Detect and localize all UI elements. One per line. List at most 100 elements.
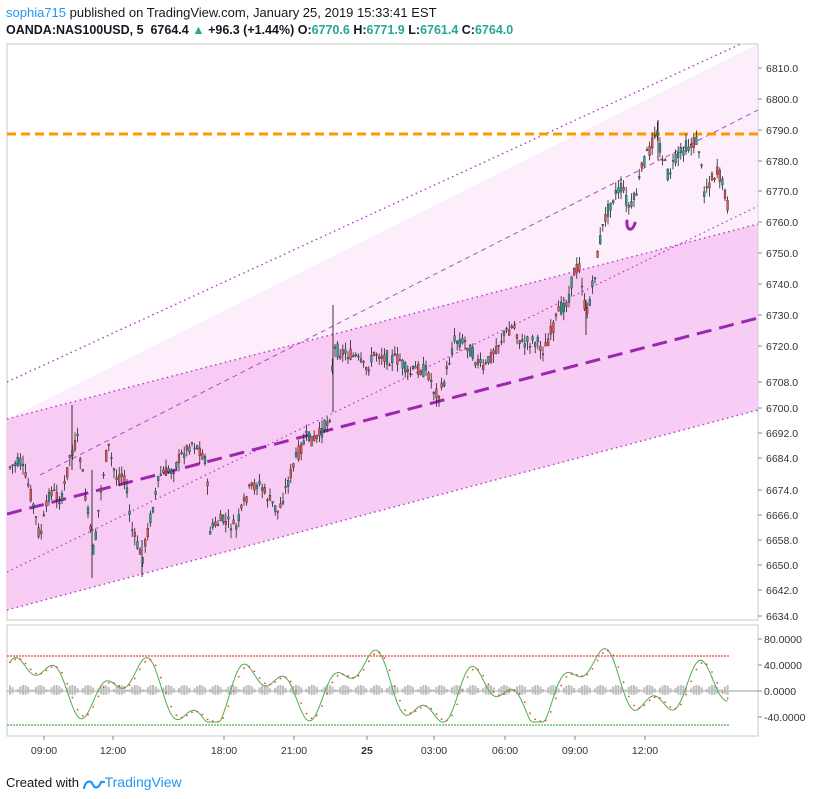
oscillator-axis[interactable]: 80.0000 40.0000 0.0000 -40.0000 <box>758 634 806 724</box>
close-value: 6764.0 <box>474 23 514 37</box>
osc-slow-dot <box>409 712 412 715</box>
osc-slow-dot <box>102 686 105 689</box>
osc-slow-dot <box>482 674 485 677</box>
osc-slow-dot <box>24 662 27 665</box>
candle-body <box>11 464 14 467</box>
osc-slow-dot <box>341 673 344 676</box>
candle-body <box>40 530 43 534</box>
candle-body <box>79 458 82 462</box>
candle-body <box>157 476 160 481</box>
candle-body <box>567 294 571 303</box>
time-tick-label: 06:00 <box>492 745 518 757</box>
candle-body <box>203 455 207 464</box>
osc-slow-dot <box>575 674 578 676</box>
candle-body <box>669 172 672 175</box>
channel-drawings[interactable] <box>7 36 758 611</box>
candle-body <box>456 340 459 344</box>
osc-slow-dot <box>367 660 370 663</box>
price-tick-label: 6684.0 <box>766 453 798 465</box>
osc-slow-dot <box>331 681 334 684</box>
candle-body <box>679 147 682 153</box>
osc-slow-dot <box>133 677 136 680</box>
candle-body <box>536 336 539 342</box>
author-link[interactable]: sophia715 <box>6 5 66 20</box>
candle-body <box>404 362 407 373</box>
candle-body <box>476 359 480 365</box>
candle-body <box>268 495 272 501</box>
candle-body <box>154 491 157 495</box>
candle-body <box>287 479 290 487</box>
osc-slow-dot <box>237 675 240 678</box>
publish-text: published on TradingView.com, January 25… <box>69 5 437 20</box>
price-tick-label: 6750.0 <box>766 248 798 260</box>
candle-body <box>274 505 277 512</box>
candle-body <box>8 466 12 469</box>
channel-median-line[interactable] <box>7 316 758 516</box>
candle-body <box>183 453 186 459</box>
osc-slow-dot <box>19 658 22 661</box>
candle-body <box>521 339 524 342</box>
candle-body <box>115 477 118 481</box>
candle-body <box>518 340 521 344</box>
time-tick-label: 12:00 <box>632 745 658 757</box>
tradingview-brand[interactable]: TradingView <box>104 774 182 790</box>
symbol-name[interactable]: OANDA:NAS100USD, 5 <box>6 23 144 37</box>
osc-slow-dot <box>357 674 360 677</box>
candle-body <box>318 428 321 436</box>
candle-body <box>34 516 38 518</box>
candle-body <box>32 503 35 508</box>
osc-slow-dot <box>248 665 251 668</box>
candle-body <box>128 510 131 515</box>
candle-body <box>658 143 662 153</box>
osc-slow-dot <box>87 713 89 716</box>
osc-slow-dot <box>362 668 365 671</box>
middle-channel-line[interactable] <box>7 205 758 573</box>
price-axis[interactable]: 6810.0 6800.0 6790.0 6780.0 6770.0 6760.0 6750… <box>758 63 798 623</box>
footer: Created with TradingView <box>6 774 182 791</box>
candle-body <box>105 450 108 462</box>
osc-slow-dot <box>700 662 703 665</box>
candle-body <box>47 492 51 502</box>
time-tick-label: 09:00 <box>562 745 588 757</box>
oscillator-pane[interactable] <box>6 624 759 737</box>
osc-slow-dot <box>404 709 407 712</box>
candle-body <box>224 521 227 525</box>
candle-body <box>599 235 602 244</box>
candle-body <box>86 507 90 515</box>
candle-body <box>614 189 617 194</box>
osc-slow-dot <box>40 672 43 675</box>
time-tick-label: 21:00 <box>281 745 307 757</box>
osc-slow-dot <box>305 712 308 715</box>
candle-body <box>450 348 454 354</box>
candle-body <box>297 445 300 460</box>
candle-body <box>427 372 430 380</box>
candle-body <box>99 487 103 493</box>
candle-body <box>684 140 688 152</box>
price-tick-label: 6692.0 <box>766 428 798 440</box>
osc-slow-dot <box>258 677 261 679</box>
price-tick-label: 6800.0 <box>766 94 798 106</box>
up-arrow-icon: ▲ <box>192 23 205 37</box>
candle-body <box>482 365 485 370</box>
candles <box>8 120 729 578</box>
time-axis[interactable]: 09:00 12:00 18:00 21:00 25 03:00 06:00 09:00 12:… <box>31 736 658 757</box>
candle-body <box>541 353 545 356</box>
candle-body <box>723 190 727 199</box>
candle-body <box>497 345 500 347</box>
candle-body <box>575 263 578 273</box>
osc-slow-dot <box>383 657 386 659</box>
candle-body <box>242 497 246 501</box>
candle-body <box>612 200 615 203</box>
candle-body <box>424 365 428 371</box>
candle-body <box>14 462 17 466</box>
candle-body <box>92 545 95 555</box>
candle-body <box>235 525 238 530</box>
candle-body <box>435 388 438 399</box>
osc-slow-dot <box>497 694 500 696</box>
candle-body <box>573 268 576 276</box>
candle-body <box>354 354 357 357</box>
osc-slow-dot <box>461 689 464 691</box>
candle-body <box>705 186 708 189</box>
symbol-legend: OANDA:NAS100USD, 5 6764.4 ▲ +96.3 (+1.44… <box>6 23 513 37</box>
